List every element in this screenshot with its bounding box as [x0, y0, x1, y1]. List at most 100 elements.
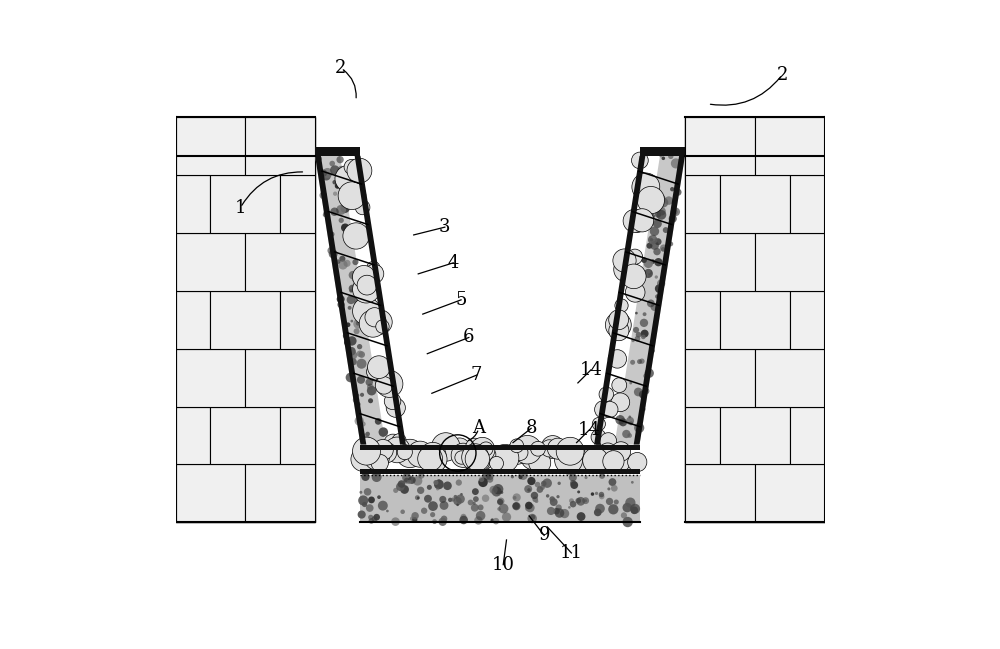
Circle shape — [641, 330, 649, 337]
Circle shape — [584, 476, 588, 479]
Circle shape — [636, 216, 649, 229]
Circle shape — [629, 215, 646, 232]
Polygon shape — [315, 147, 360, 156]
Circle shape — [372, 516, 377, 522]
Circle shape — [639, 358, 645, 364]
Circle shape — [550, 498, 558, 506]
Bar — [755, 233, 824, 291]
Circle shape — [341, 171, 363, 193]
Circle shape — [655, 294, 660, 299]
Circle shape — [553, 508, 560, 515]
Circle shape — [358, 419, 362, 422]
Circle shape — [490, 456, 504, 471]
Circle shape — [384, 434, 402, 452]
Circle shape — [360, 393, 364, 397]
Circle shape — [330, 208, 339, 216]
Circle shape — [456, 504, 459, 506]
Circle shape — [670, 208, 678, 215]
Circle shape — [361, 472, 370, 481]
Circle shape — [432, 433, 460, 461]
Circle shape — [560, 509, 569, 518]
Circle shape — [465, 438, 484, 457]
Circle shape — [347, 336, 357, 346]
Circle shape — [631, 339, 635, 342]
Circle shape — [657, 279, 665, 288]
Circle shape — [638, 434, 641, 437]
Circle shape — [418, 447, 443, 471]
Circle shape — [407, 441, 433, 467]
Circle shape — [400, 485, 409, 494]
Circle shape — [658, 197, 668, 208]
Circle shape — [570, 480, 576, 486]
Polygon shape — [355, 156, 406, 445]
Circle shape — [530, 515, 535, 520]
Circle shape — [364, 445, 389, 470]
Polygon shape — [634, 156, 685, 445]
Circle shape — [659, 154, 662, 158]
Circle shape — [549, 496, 555, 502]
Circle shape — [513, 493, 521, 502]
Circle shape — [417, 487, 424, 494]
Circle shape — [647, 299, 655, 307]
Circle shape — [342, 224, 346, 228]
Polygon shape — [315, 156, 385, 445]
Circle shape — [462, 444, 489, 471]
Circle shape — [356, 402, 361, 407]
Circle shape — [635, 336, 640, 341]
Circle shape — [376, 443, 397, 463]
Circle shape — [397, 445, 412, 459]
Circle shape — [510, 439, 524, 453]
Circle shape — [674, 189, 682, 196]
Bar — [685, 291, 720, 349]
Circle shape — [657, 207, 666, 215]
Circle shape — [337, 295, 345, 303]
Circle shape — [379, 427, 388, 437]
Circle shape — [650, 206, 656, 212]
Circle shape — [584, 499, 587, 502]
Bar — [755, 117, 824, 175]
Circle shape — [663, 227, 669, 233]
Circle shape — [535, 500, 538, 503]
Circle shape — [650, 241, 659, 250]
Circle shape — [675, 191, 678, 194]
Circle shape — [595, 492, 598, 495]
Circle shape — [451, 498, 455, 502]
Circle shape — [525, 506, 530, 511]
Circle shape — [629, 382, 632, 384]
Circle shape — [630, 209, 654, 232]
Circle shape — [413, 476, 422, 485]
Circle shape — [518, 471, 528, 480]
Text: 8: 8 — [525, 419, 537, 437]
Circle shape — [351, 447, 375, 471]
Circle shape — [412, 517, 417, 522]
Circle shape — [671, 158, 681, 169]
Circle shape — [592, 417, 605, 430]
Circle shape — [368, 496, 375, 504]
Circle shape — [614, 456, 630, 471]
Circle shape — [479, 476, 484, 482]
Circle shape — [608, 504, 618, 515]
Circle shape — [603, 450, 624, 472]
Circle shape — [656, 210, 666, 220]
Circle shape — [441, 515, 447, 522]
Circle shape — [320, 169, 327, 177]
Polygon shape — [360, 469, 640, 474]
Circle shape — [512, 502, 521, 510]
Circle shape — [615, 299, 628, 312]
Circle shape — [469, 444, 482, 457]
Circle shape — [367, 384, 374, 390]
Circle shape — [531, 441, 545, 456]
Circle shape — [577, 491, 580, 493]
Circle shape — [327, 247, 335, 254]
Circle shape — [377, 495, 381, 499]
Circle shape — [541, 440, 558, 457]
Circle shape — [502, 512, 511, 522]
Text: 11: 11 — [560, 544, 583, 562]
Circle shape — [357, 350, 363, 357]
Circle shape — [337, 166, 346, 174]
Circle shape — [376, 320, 389, 333]
Circle shape — [360, 434, 370, 444]
Circle shape — [541, 481, 547, 486]
Circle shape — [608, 350, 627, 368]
Text: 2: 2 — [335, 59, 347, 77]
